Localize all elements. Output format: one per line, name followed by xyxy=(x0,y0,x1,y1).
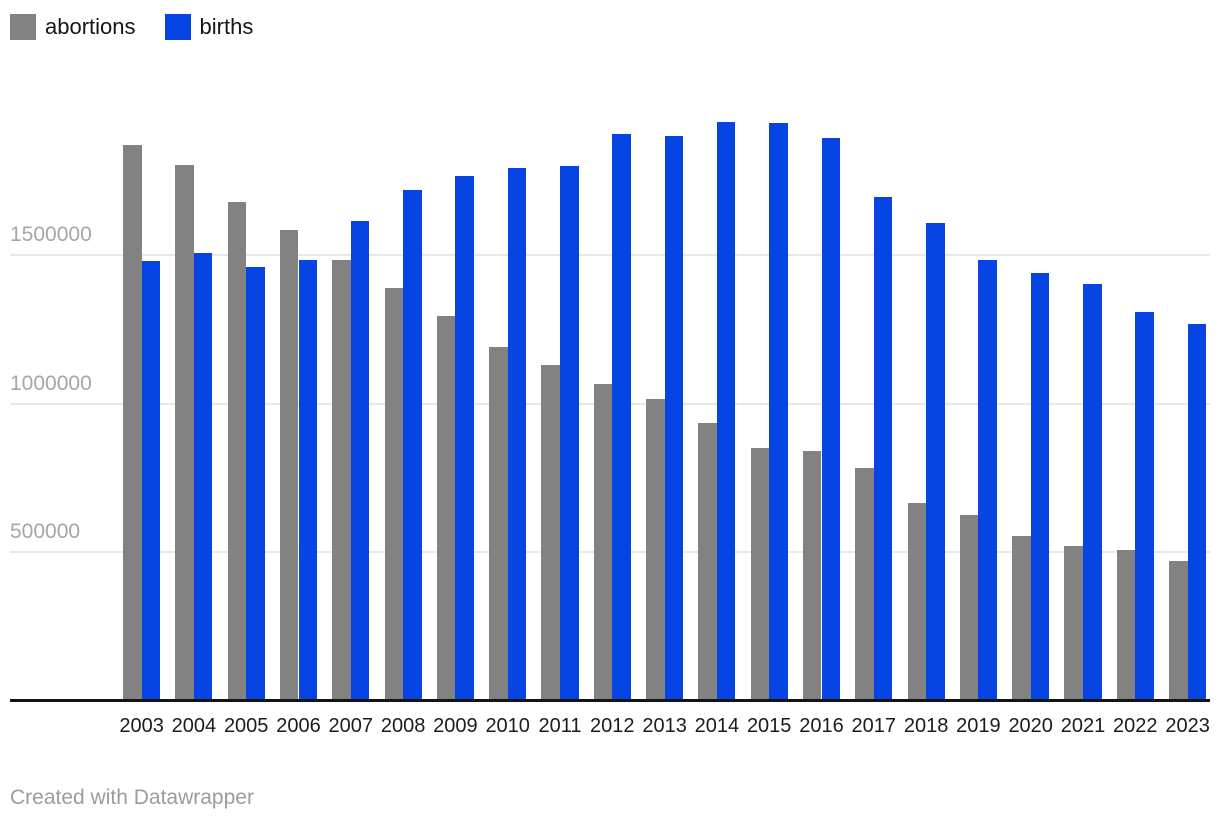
bar-abortions-2016 xyxy=(802,451,822,700)
bar-abortions-2006 xyxy=(279,229,299,700)
x-tick-label-2010: 2010 xyxy=(485,715,530,737)
bar-abortions-2014 xyxy=(698,423,717,700)
bar-births-2007 xyxy=(350,221,370,700)
bar-births-2015 xyxy=(769,122,788,700)
x-tick-label-2003: 2003 xyxy=(119,715,164,737)
x-tick-label-2020: 2020 xyxy=(1008,715,1053,737)
bar-abortions-2023 xyxy=(1169,561,1188,700)
bar-abortions-2013 xyxy=(646,399,665,700)
x-tick-label-2006: 2006 xyxy=(276,715,321,737)
bar-births-2018 xyxy=(926,223,945,700)
bar-births-2020 xyxy=(1030,272,1050,700)
x-tick-label-2008: 2008 xyxy=(380,715,426,737)
footer: Created with Datawrapper xyxy=(10,786,254,810)
x-tick-label-2018: 2018 xyxy=(903,715,949,737)
bar-abortions-2022 xyxy=(1116,550,1136,700)
bar-abortions-2019 xyxy=(959,515,979,700)
x-tick-label-2017: 2017 xyxy=(851,715,897,737)
bar-abortions-2015 xyxy=(750,447,770,700)
bar-births-2013 xyxy=(664,136,684,700)
bar-births-2023 xyxy=(1187,324,1207,700)
bar-abortions-2011 xyxy=(541,365,560,700)
bar-abortions-2012 xyxy=(593,383,613,700)
legend-label-abortions: abortions xyxy=(45,14,136,39)
bar-abortions-2017 xyxy=(855,468,874,700)
x-tick-label-2009: 2009 xyxy=(433,715,478,737)
bar-abortions-2008 xyxy=(384,287,404,700)
gridline-1500000 xyxy=(10,253,1210,256)
bar-births-2009 xyxy=(455,176,474,700)
bar-births-2017 xyxy=(873,197,893,700)
bar-abortions-2009 xyxy=(436,315,456,700)
bar-abortions-2018 xyxy=(907,503,927,700)
x-tick-label-2023: 2023 xyxy=(1165,715,1210,737)
x-tick-label-2011: 2011 xyxy=(538,715,582,737)
x-tick-label-2014: 2014 xyxy=(694,715,740,737)
datawrapper-credit-link[interactable]: Created with Datawrapper xyxy=(10,786,254,809)
bar-births-2022 xyxy=(1135,312,1154,700)
x-tick-label-2022: 2022 xyxy=(1113,715,1158,737)
x-tick-label-2012: 2012 xyxy=(590,715,635,737)
bar-births-2011 xyxy=(560,165,579,700)
x-tick-label-2004: 2004 xyxy=(171,715,217,737)
bar-abortions-2004 xyxy=(175,165,194,700)
bar-births-2004 xyxy=(193,253,213,700)
bar-abortions-2020 xyxy=(1012,535,1031,700)
bar-abortions-2007 xyxy=(332,260,351,700)
legend-swatch-abortions xyxy=(10,14,36,40)
legend-item-births: births xyxy=(164,14,254,40)
bar-births-2005 xyxy=(246,266,265,700)
bar-births-2012 xyxy=(612,134,631,700)
x-tick-label-2015: 2015 xyxy=(746,715,792,737)
x-tick-label-2007: 2007 xyxy=(328,715,374,737)
y-tick-label-1500000: 1500000 xyxy=(10,222,92,246)
bar-births-2010 xyxy=(507,168,527,700)
x-tick-label-2016: 2016 xyxy=(799,715,844,737)
x-tick-label-2005: 2005 xyxy=(223,715,269,737)
bar-births-2014 xyxy=(716,122,736,700)
legend: abortions births xyxy=(10,14,253,40)
bar-abortions-2021 xyxy=(1064,545,1083,700)
y-tick-label-500000: 500000 xyxy=(10,520,81,544)
bar-births-2008 xyxy=(403,190,422,700)
bar-abortions-2005 xyxy=(227,201,247,700)
x-axis-line xyxy=(10,698,1210,702)
x-tick-label-2021: 2021 xyxy=(1060,715,1106,737)
legend-swatch-births xyxy=(164,14,191,40)
bar-abortions-2003 xyxy=(123,145,142,700)
x-tick-label-2019: 2019 xyxy=(956,715,1001,737)
bar-births-2021 xyxy=(1083,284,1102,700)
x-tick-label-2013: 2013 xyxy=(642,715,687,737)
y-tick-label-1000000: 1000000 xyxy=(10,371,92,395)
legend-item-abortions: abortions xyxy=(10,14,136,40)
bar-births-2006 xyxy=(298,259,318,700)
bar-births-2003 xyxy=(141,260,161,700)
bar-abortions-2010 xyxy=(489,347,508,700)
bar-births-2019 xyxy=(978,259,997,700)
bar-births-2016 xyxy=(821,138,841,700)
legend-label-births: births xyxy=(199,14,254,39)
